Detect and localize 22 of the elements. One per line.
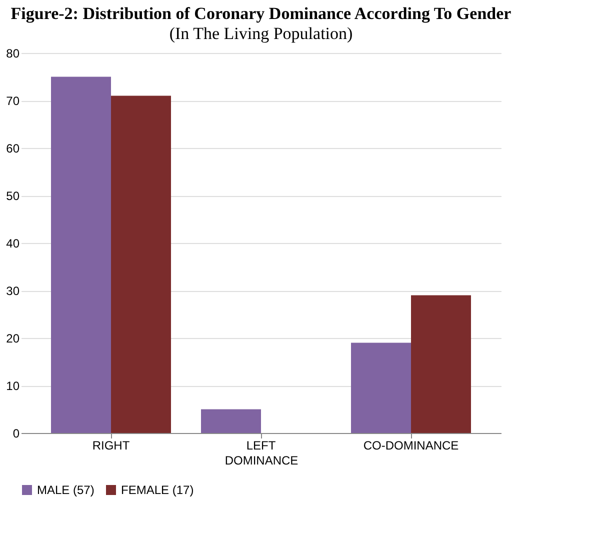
- y-tick-label: 80: [6, 46, 20, 60]
- bar: [411, 295, 471, 433]
- legend-label: FEMALE (17): [121, 483, 194, 497]
- y-tick-label: 10: [6, 379, 20, 393]
- y-tick-label: 30: [6, 284, 20, 298]
- y-tick-label: 20: [6, 332, 20, 346]
- bar: [351, 342, 411, 433]
- bar: [51, 76, 111, 433]
- y-tick-label: 50: [6, 189, 20, 203]
- x-tick-label: CO-DOMINANCE: [363, 438, 459, 452]
- x-tick-label: LEFT: [246, 438, 276, 452]
- chart-title: Figure-2: Distribution of Coronary Dominance According To Gender: [10, 4, 512, 23]
- y-tick-label: 0: [12, 426, 20, 440]
- chart-subtitle: (In The Living Population): [169, 24, 353, 43]
- x-tick-label: RIGHT: [92, 438, 130, 452]
- y-tick-label: 70: [6, 94, 20, 108]
- legend-label: MALE (57): [37, 483, 94, 497]
- bar: [111, 96, 171, 433]
- y-tick-label: 40: [6, 236, 20, 250]
- bar: [201, 409, 261, 433]
- y-tick-label: 60: [6, 142, 20, 156]
- x-axis-title: DOMINANCE: [224, 454, 298, 468]
